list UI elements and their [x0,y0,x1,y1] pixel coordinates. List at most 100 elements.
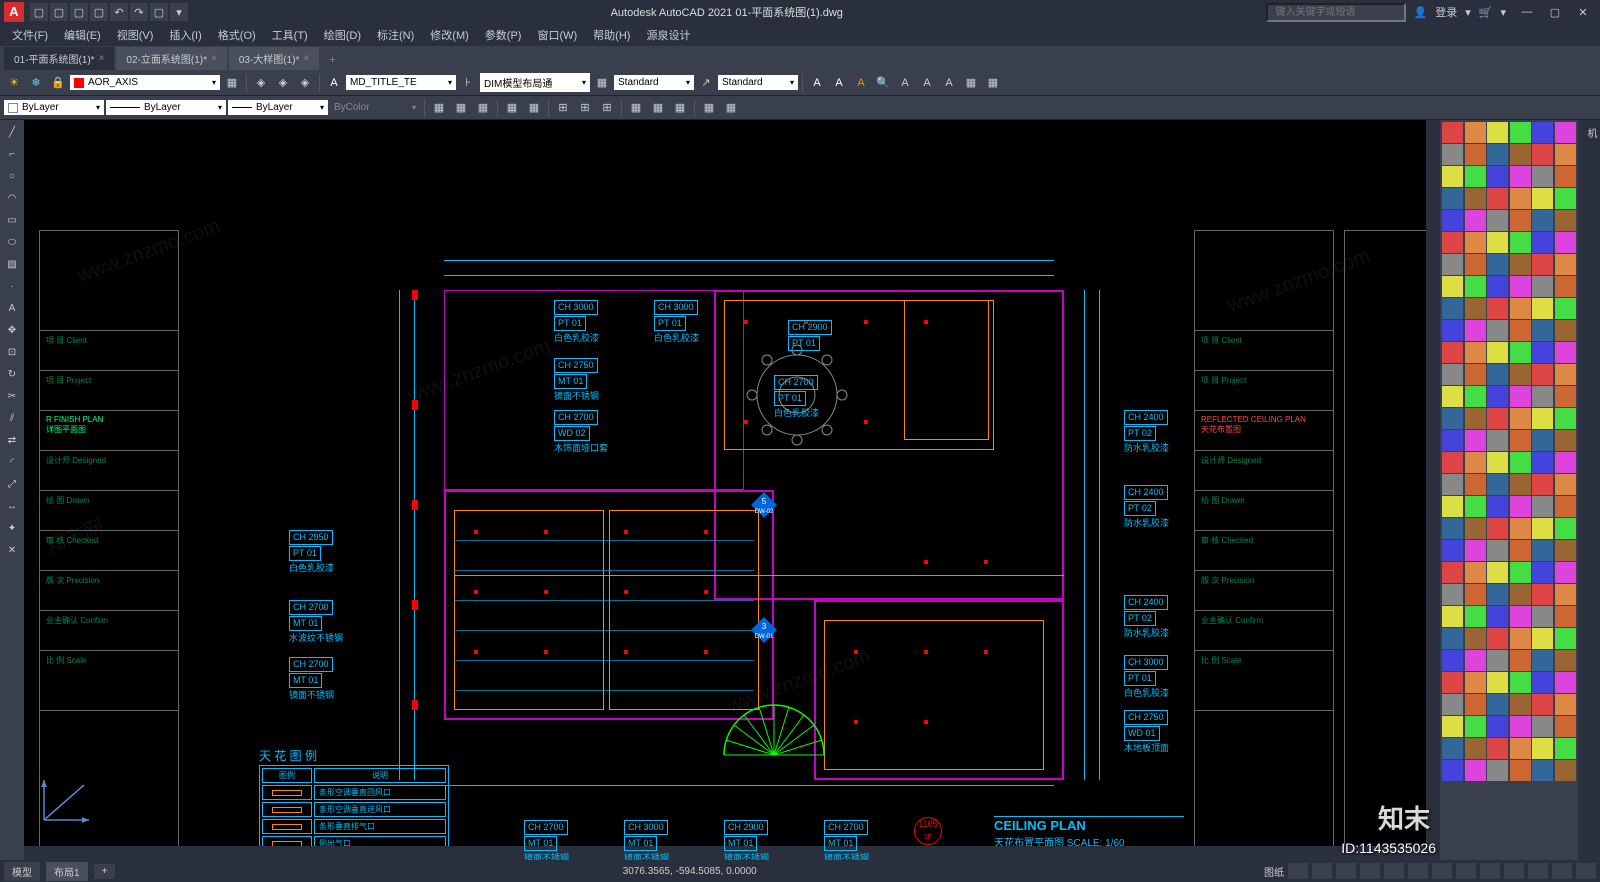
align-icon[interactable]: ⊞ [575,98,595,118]
layer-match-icon[interactable]: ◈ [251,73,271,93]
palette-tool-button[interactable] [1510,320,1531,341]
palette-tool-button[interactable] [1487,188,1508,209]
palette-tool-button[interactable] [1465,342,1486,363]
palette-tool-button[interactable] [1555,650,1576,671]
palette-tool-button[interactable] [1555,122,1576,143]
user-icon[interactable]: 👤 [1414,6,1428,19]
textstyle-dropdown[interactable]: MD_TITLE_TE ▾ [346,75,456,90]
tab-close-icon[interactable]: × [303,53,309,64]
palette-tool-button[interactable] [1532,694,1553,715]
palette-tool-button[interactable] [1465,276,1486,297]
menu-item[interactable]: 源泉设计 [638,25,698,45]
palette-tool-button[interactable] [1532,716,1553,737]
hatch-icon[interactable]: ▨ [2,254,22,274]
palette-tool-button[interactable] [1532,364,1553,385]
plotstyle-dropdown[interactable]: ByColor ▾ [330,100,420,115]
palette-tool-button[interactable] [1532,738,1553,759]
palette-tool-button[interactable] [1442,320,1463,341]
palette-tool-button[interactable] [1555,540,1576,561]
dropdown-icon[interactable]: ▾ [1465,6,1471,19]
palette-tool-button[interactable] [1510,188,1531,209]
palette-tool-button[interactable] [1442,716,1463,737]
palette-tool-button[interactable] [1465,694,1486,715]
qat-saveas-icon[interactable]: ▢ [90,3,108,21]
palette-tool-button[interactable] [1555,320,1576,341]
palette-tool-button[interactable] [1442,650,1463,671]
menu-item[interactable]: 文件(F) [4,25,56,45]
palette-tool-button[interactable] [1510,386,1531,407]
minimize-button[interactable]: — [1514,3,1540,21]
menu-item[interactable]: 插入(I) [161,25,209,45]
add-layout-tab[interactable]: + [94,864,116,879]
find-icon[interactable]: 🔍 [873,73,893,93]
palette-tool-button[interactable] [1555,760,1576,781]
palette-tool-button[interactable] [1510,474,1531,495]
menu-item[interactable]: 工具(T) [264,25,316,45]
palette-tool-button[interactable] [1555,672,1576,693]
palette-tool-button[interactable] [1442,232,1463,253]
palette-tool-button[interactable] [1487,320,1508,341]
palette-tool-button[interactable] [1510,342,1531,363]
array-icon[interactable]: ⊞ [553,98,573,118]
vertical-scrollbar[interactable] [1426,120,1440,846]
palette-tool-button[interactable] [1442,496,1463,517]
cart-icon[interactable]: 🛒 [1479,6,1493,19]
tablestyle-dropdown[interactable]: Standard ▾ [614,75,694,90]
menu-item[interactable]: 编辑(E) [56,25,109,45]
layer-light-icon[interactable]: ☀ [4,73,24,93]
palette-tool-button[interactable] [1487,122,1508,143]
palette-tool-button[interactable] [1465,298,1486,319]
palette-tool-button[interactable] [1465,540,1486,561]
palette-tool-button[interactable] [1465,122,1486,143]
palette-tool-button[interactable] [1487,738,1508,759]
palette-tool-button[interactable] [1442,122,1463,143]
palette-tool-button[interactable] [1532,562,1553,583]
palette-tool-button[interactable] [1465,232,1486,253]
ungroup-icon[interactable]: ▦ [524,98,544,118]
snap-toggle[interactable] [1312,863,1332,879]
palette-tool-button[interactable] [1487,518,1508,539]
palette-tool-button[interactable] [1442,452,1463,473]
layer-lock-icon[interactable]: 🔒 [48,73,68,93]
palette-tool-button[interactable] [1442,254,1463,275]
lineweight-dropdown[interactable]: ByLayer ▾ [228,100,328,115]
palette-tool-button[interactable] [1555,518,1576,539]
palette-tool-button[interactable] [1465,320,1486,341]
palette-tool-button[interactable] [1532,518,1553,539]
palette-tool-button[interactable] [1555,474,1576,495]
menu-item[interactable]: 参数(P) [477,25,530,45]
palette-tool-button[interactable] [1465,474,1486,495]
palette-tool-button[interactable] [1487,562,1508,583]
palette-tool-button[interactable] [1510,408,1531,429]
palette-tool-button[interactable] [1487,452,1508,473]
palette-tool-button[interactable] [1510,694,1531,715]
palette-tool-button[interactable] [1555,342,1576,363]
palette-tool-button[interactable] [1442,298,1463,319]
menu-item[interactable]: 格式(O) [210,25,264,45]
palette-tool-button[interactable] [1510,298,1531,319]
layer-iso-icon[interactable]: ◈ [295,73,315,93]
annomonitor-toggle[interactable] [1504,863,1524,879]
palette-tool-button[interactable] [1510,122,1531,143]
palette-tool-button[interactable] [1487,298,1508,319]
annot5-icon[interactable]: A [917,73,937,93]
menu-item[interactable]: 修改(M) [422,25,477,45]
trim-icon[interactable]: ✂ [2,386,22,406]
palette-tool-button[interactable] [1487,474,1508,495]
palette-tool-button[interactable] [1555,562,1576,583]
block-edit-icon[interactable]: ▦ [473,98,493,118]
palette-tool-button[interactable] [1465,364,1486,385]
palette-tool-button[interactable] [1555,166,1576,187]
annot2-icon[interactable]: A [829,73,849,93]
palette-tool-button[interactable] [1510,254,1531,275]
palette-tool-button[interactable] [1465,408,1486,429]
xref-icon[interactable]: ▦ [626,98,646,118]
palette-tool-button[interactable] [1532,584,1553,605]
palette-tool-button[interactable] [1487,760,1508,781]
palette-tool-button[interactable] [1487,628,1508,649]
rect-icon[interactable]: ▭ [2,210,22,230]
view2-icon[interactable]: ▦ [721,98,741,118]
menu-item[interactable]: 窗口(W) [529,25,585,45]
polar-toggle[interactable] [1360,863,1380,879]
block-insert-icon[interactable]: ▦ [429,98,449,118]
